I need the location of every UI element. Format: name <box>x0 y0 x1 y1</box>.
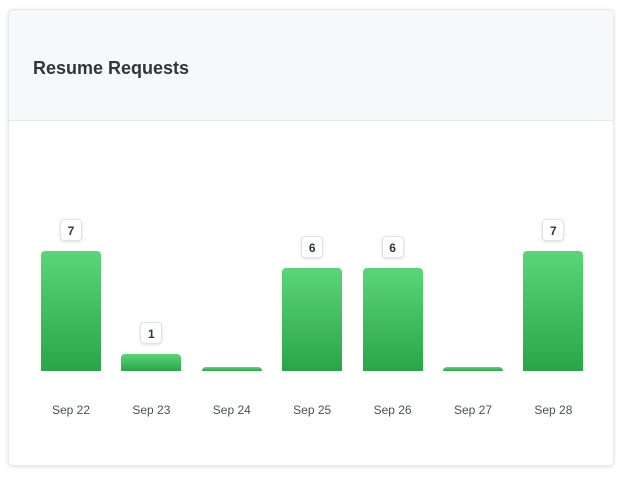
x-tick-label: Sep 22 <box>51 403 91 417</box>
bar[interactable] <box>362 268 423 371</box>
x-tick-label: Sep 28 <box>534 403 573 417</box>
bar[interactable] <box>282 268 343 371</box>
data-label: 6 <box>381 236 404 259</box>
bar[interactable] <box>201 367 262 371</box>
data-label: 7 <box>60 219 82 241</box>
data-label: 7 <box>542 219 565 241</box>
data-label: 1 <box>140 321 163 344</box>
bar[interactable] <box>523 251 584 371</box>
x-tick-label: Sep 24 <box>212 403 251 417</box>
bar[interactable] <box>121 353 182 371</box>
x-tick-label: Sep 27 <box>453 403 493 417</box>
x-tick-label: Sep 26 <box>373 403 412 417</box>
x-tick-label: Sep 23 <box>132 403 171 417</box>
card-title: Resume Requests <box>33 58 190 78</box>
resume-requests-card: Resume Requests 7 Sep 22 1 Sep 23 Sep 24 6 Sep… <box>8 9 614 466</box>
card-header: Resume Requests <box>9 10 613 121</box>
bar[interactable] <box>443 367 503 371</box>
data-label: 6 <box>301 236 324 259</box>
x-tick-label: Sep 25 <box>293 403 332 417</box>
bar[interactable] <box>41 251 101 371</box>
bar-chart: 7 Sep 22 1 Sep 23 Sep 24 6 Sep 25 6 Sep 26 Sep 27… <box>9 121 613 465</box>
